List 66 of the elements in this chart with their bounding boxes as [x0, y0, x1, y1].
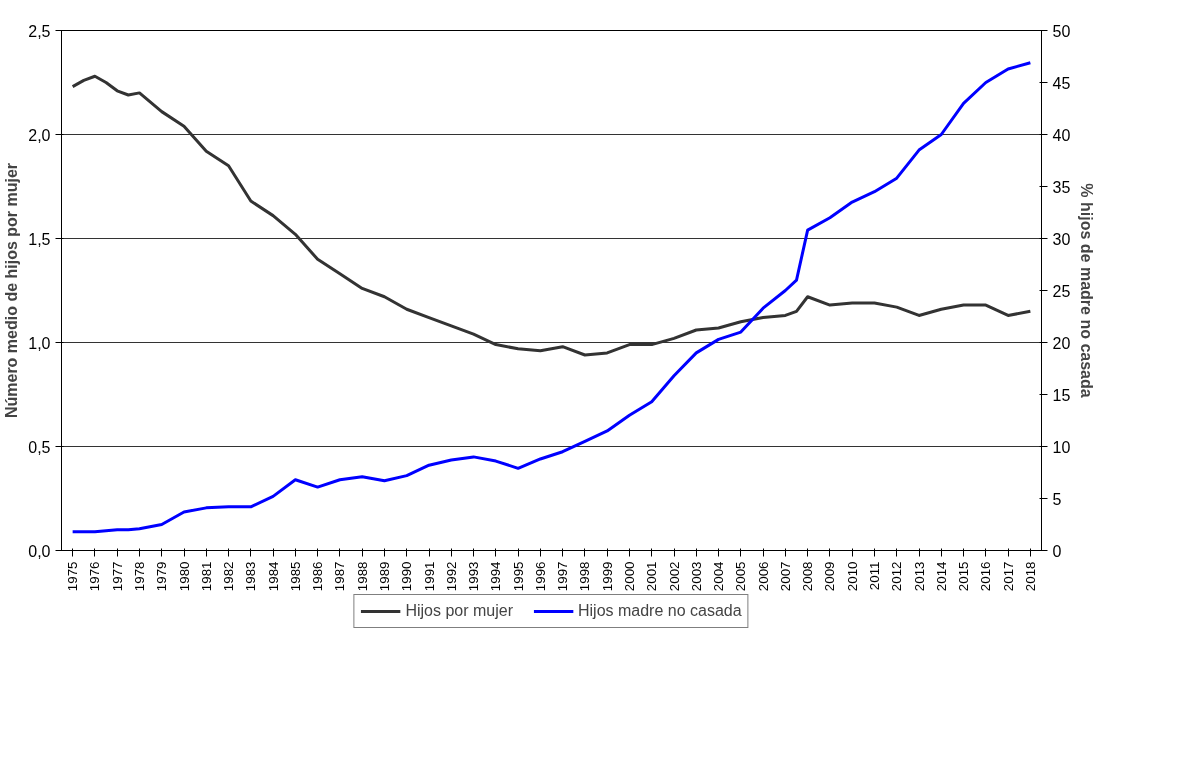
x-tick-label: 1987: [332, 561, 348, 592]
x-tick-label: 1998: [577, 561, 593, 592]
x-tick-label: 2017: [1000, 561, 1016, 592]
x-tick-label: 2008: [800, 561, 816, 592]
x-tick-label: 1975: [65, 561, 81, 592]
x-tick-label: 2009: [822, 561, 838, 592]
x-tick-label: 1979: [154, 561, 170, 592]
x-tick-label: 2010: [844, 561, 860, 592]
x-tick-label: 1977: [109, 561, 125, 592]
x-tick-label: 1976: [87, 561, 103, 592]
y2-tick-label: 50: [1052, 22, 1071, 40]
x-tick-label: 1981: [198, 561, 214, 592]
legend-label: Hijos por mujer: [405, 602, 513, 620]
x-tick-label: 1984: [265, 560, 281, 592]
y2-tick-label: 25: [1052, 282, 1071, 300]
y2-tick-label: 0: [1052, 542, 1062, 560]
x-tick-label: 2007: [777, 561, 793, 592]
x-tick-label: 2018: [1022, 561, 1038, 592]
legend-label: Hijos madre no casada: [577, 602, 742, 620]
x-tick-label: 2003: [688, 561, 704, 592]
y-tick-label: 2,0: [28, 126, 51, 144]
y-tick-label: 1,5: [28, 230, 51, 248]
x-tick-label: 1982: [221, 561, 237, 592]
y2-tick-label: 30: [1052, 230, 1071, 248]
y-tick-label: 2,5: [28, 22, 51, 40]
y2-tick-label: 45: [1052, 74, 1071, 92]
x-tick-label: 1997: [555, 561, 571, 592]
x-tick-label: 1983: [243, 561, 259, 592]
x-tick-label: 2000: [621, 561, 637, 592]
x-tick-label: 1992: [443, 561, 459, 592]
y2-tick-label: 10: [1052, 438, 1071, 456]
y-axis-title: Número medio de hijos por mujer: [3, 162, 21, 419]
y2-tick-label: 5: [1052, 490, 1062, 508]
x-tick-label: 2004: [711, 560, 727, 592]
y2-tick-label: 20: [1052, 334, 1071, 352]
y2-tick-label: 35: [1052, 178, 1071, 196]
x-tick-label: 2011: [866, 561, 882, 591]
x-tick-label: 1999: [599, 561, 615, 592]
x-tick-label: 2002: [666, 561, 682, 592]
y-tick-label: 1,0: [28, 334, 51, 352]
y2-axis-title: % hijos de madre no casada: [1078, 183, 1096, 398]
y-tick-label: 0,5: [28, 438, 51, 456]
x-tick-label: 2016: [978, 561, 994, 592]
x-tick-label: 1990: [399, 561, 415, 592]
x-tick-label: 2005: [733, 561, 749, 592]
x-tick-label: 1993: [466, 561, 482, 592]
x-tick-label: 1988: [354, 561, 370, 592]
x-tick-label: 1995: [510, 561, 526, 592]
x-tick-label: 2014: [933, 560, 949, 592]
x-tick-label: 1978: [131, 561, 147, 592]
x-tick-label: 2001: [644, 561, 660, 592]
x-tick-label: 1986: [310, 561, 326, 592]
x-tick-label: 1991: [421, 561, 437, 592]
x-tick-label: 2013: [911, 561, 927, 592]
x-tick-label: 1996: [532, 561, 548, 592]
x-tick-label: 2015: [956, 561, 972, 592]
x-tick-label: 1994: [488, 560, 504, 592]
x-tick-label: 2006: [755, 561, 771, 592]
x-tick-label: 1985: [287, 561, 303, 592]
line-series: [71, 61, 1032, 534]
x-tick-label: 1989: [376, 561, 392, 592]
y-tick-label: 0,0: [28, 542, 51, 560]
x-tick-label: 2012: [889, 561, 905, 592]
y2-tick-label: 15: [1052, 386, 1071, 404]
y2-tick-label: 40: [1052, 126, 1071, 144]
x-tick-label: 1980: [176, 561, 192, 592]
